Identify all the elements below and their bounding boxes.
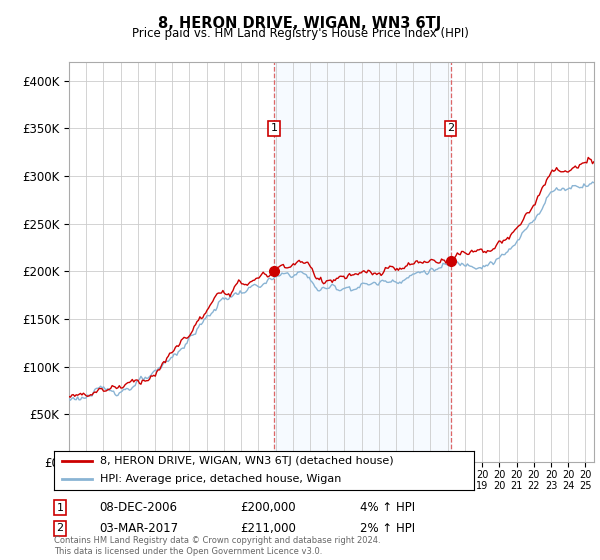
Text: 2: 2: [56, 523, 64, 533]
Text: 03-MAR-2017: 03-MAR-2017: [99, 521, 178, 535]
Text: 2: 2: [447, 123, 454, 133]
Text: 8, HERON DRIVE, WIGAN, WN3 6TJ: 8, HERON DRIVE, WIGAN, WN3 6TJ: [158, 16, 442, 31]
Text: Price paid vs. HM Land Registry's House Price Index (HPI): Price paid vs. HM Land Registry's House …: [131, 27, 469, 40]
Text: 1: 1: [56, 503, 64, 513]
Text: £211,000: £211,000: [240, 521, 296, 535]
Text: HPI: Average price, detached house, Wigan: HPI: Average price, detached house, Wiga…: [100, 474, 341, 484]
Bar: [274, 62, 451, 462]
Text: 08-DEC-2006: 08-DEC-2006: [99, 501, 177, 515]
Text: £200,000: £200,000: [240, 501, 296, 515]
Text: 8, HERON DRIVE, WIGAN, WN3 6TJ (detached house): 8, HERON DRIVE, WIGAN, WN3 6TJ (detached…: [100, 456, 394, 466]
Text: 1: 1: [271, 123, 278, 133]
Text: 2% ↑ HPI: 2% ↑ HPI: [360, 521, 415, 535]
Text: Contains HM Land Registry data © Crown copyright and database right 2024.
This d: Contains HM Land Registry data © Crown c…: [54, 536, 380, 556]
Text: 4% ↑ HPI: 4% ↑ HPI: [360, 501, 415, 515]
